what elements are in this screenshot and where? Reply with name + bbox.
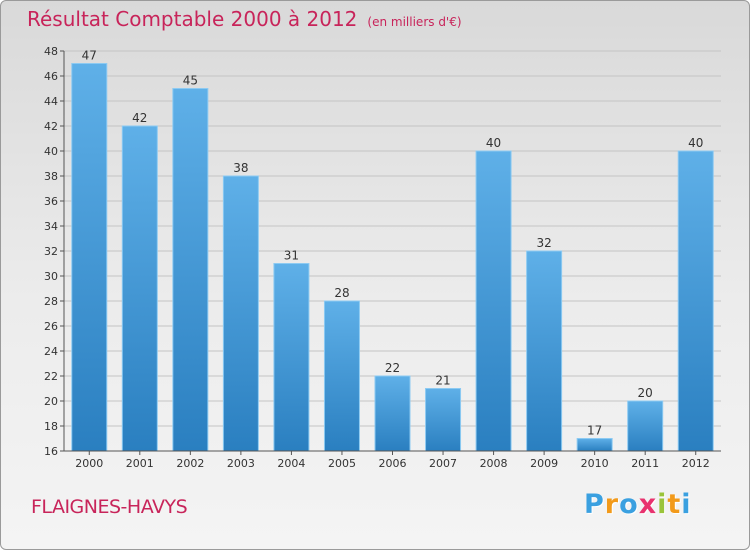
x-tick-label-2000: 2000 (75, 457, 103, 470)
y-tick-label: 38 (44, 170, 58, 183)
bar-2012 (677, 150, 714, 452)
chart-title-block: Résultat Comptable 2000 à 2012 (en millie… (27, 7, 462, 31)
x-tick-label-2012: 2012 (682, 457, 710, 470)
x-axis: 2000 2001 2002 2003 2004 2005 2006 2007 2008 2009… (64, 450, 721, 470)
bar-2002 (172, 88, 209, 452)
data-label-2012: 40 (688, 136, 703, 150)
y-tick-label: 26 (44, 320, 58, 333)
logo-letter: t (667, 489, 682, 520)
logo-letter: r (604, 489, 620, 520)
logo-letter: o (619, 489, 639, 520)
y-tick-label: 44 (44, 95, 58, 108)
data-label-2007: 21 (435, 374, 450, 388)
y-tick-label: 20 (44, 395, 58, 408)
x-tick-label-2011: 2011 (631, 457, 659, 470)
y-tick-label: 40 (44, 145, 58, 158)
x-tick-label-2010: 2010 (581, 457, 609, 470)
bar-2006 (374, 375, 411, 452)
y-tick-label: 28 (44, 295, 58, 308)
y-tick-label: 48 (44, 45, 58, 58)
y-tick-label: 42 (44, 120, 58, 133)
bar-2000 (71, 63, 108, 452)
y-tick-label: 22 (44, 370, 58, 383)
x-tick-label-2002: 2002 (176, 457, 204, 470)
data-label-2005: 28 (334, 286, 349, 300)
bar-2001 (121, 125, 158, 452)
x-tick-label-2003: 2003 (227, 457, 255, 470)
y-tick-label: 32 (44, 245, 58, 258)
bar-2004 (273, 263, 310, 452)
x-tick-label-2009: 2009 (530, 457, 558, 470)
data-label-2000: 47 (82, 49, 97, 63)
y-tick-label: 18 (44, 420, 58, 433)
bar-2007 (425, 388, 462, 452)
y-tick-label: 30 (44, 270, 58, 283)
data-labels: 47 42 45 38 31 28 22 21 40 32 17 20 40 (82, 49, 704, 438)
x-tick-label-2001: 2001 (126, 457, 154, 470)
x-tick-label-2007: 2007 (429, 457, 457, 470)
y-axis: 16 18 20 22 24 26 28 30 32 34 36 38 40 42 44 46 48 (44, 45, 65, 458)
proxiti-logo: Proxiti (584, 489, 692, 520)
x-tick-label-2005: 2005 (328, 457, 356, 470)
logo-letter: P (584, 489, 605, 520)
logo-letter: i (657, 489, 668, 520)
data-label-2008: 40 (486, 136, 501, 150)
data-label-2004: 31 (284, 249, 299, 263)
bar-2008 (475, 150, 512, 452)
data-label-2003: 38 (233, 161, 248, 175)
data-label-2002: 45 (183, 74, 198, 88)
logo-letter: i (681, 489, 692, 520)
data-label-2010: 17 (587, 424, 602, 438)
data-label-2011: 20 (638, 386, 653, 400)
bar-2009 (526, 250, 563, 452)
data-label-2009: 32 (536, 236, 551, 250)
x-tick-label-2004: 2004 (277, 457, 305, 470)
y-tick-label: 16 (44, 445, 58, 458)
y-tick-label: 24 (44, 345, 58, 358)
commune-name: FLAIGNES-HAVYS (31, 496, 188, 518)
x-tick-label-2008: 2008 (480, 457, 508, 470)
bar-2010 (576, 438, 613, 452)
unit-note: (en milliers d'€) (367, 15, 462, 29)
x-tick-label-2006: 2006 (379, 457, 407, 470)
chart-title: Résultat Comptable 2000 à 2012 (27, 7, 358, 31)
bar-2011 (627, 400, 664, 452)
y-tick-label: 46 (44, 70, 58, 83)
data-label-2001: 42 (132, 111, 147, 125)
bar-2005 (323, 300, 360, 452)
bar-2003 (222, 175, 259, 452)
y-tick-label: 36 (44, 195, 58, 208)
data-label-2006: 22 (385, 361, 400, 375)
y-tick-label: 34 (44, 220, 58, 233)
logo-letter: x (638, 489, 658, 520)
bars (71, 63, 714, 452)
